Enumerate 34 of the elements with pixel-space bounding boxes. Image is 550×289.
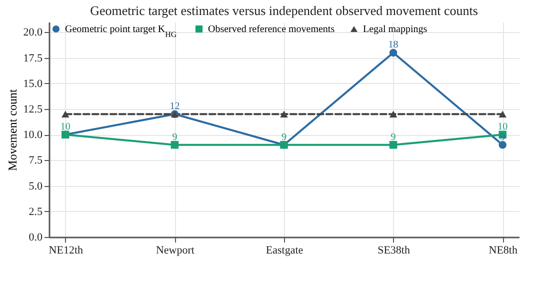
data-label: 10	[498, 122, 508, 133]
y-tick-label: 20.0	[23, 26, 43, 39]
y-tick-label: 7.5	[28, 154, 43, 167]
y-tick-label: 12.5	[23, 104, 43, 116]
x-tick-label: SE38th	[378, 244, 410, 256]
point	[389, 48, 398, 57]
y-tick-label: 0.0	[28, 232, 43, 244]
data-label: 12	[170, 101, 180, 112]
x-tick-label: NE12th	[48, 244, 84, 256]
point	[389, 140, 398, 149]
x-tick-label: NE8th	[488, 244, 518, 256]
legend-label: Geometric point target K$_{HG}$	[65, 24, 177, 38]
legend-label: Legal mappings	[363, 24, 428, 35]
y-tick-label: 2.5	[28, 206, 43, 218]
point	[498, 110, 506, 118]
y-tick-label: 5.0	[28, 180, 43, 192]
point	[498, 140, 506, 149]
y-tick-label: 10.0	[23, 129, 43, 142]
point	[62, 110, 70, 118]
x-tick-label: Eastgate	[266, 244, 304, 256]
data-label: 10	[60, 122, 70, 133]
x-tick-label: Newport	[156, 244, 194, 256]
data-label: 18	[388, 40, 398, 51]
point	[389, 110, 398, 118]
data-label: 9	[172, 132, 178, 143]
y-tick-label: 17.5	[23, 52, 43, 64]
point	[170, 140, 179, 149]
data-label: 9	[390, 132, 396, 143]
legend-label: Observed reference movements	[208, 24, 335, 35]
y-tick-label: 15.0	[23, 78, 43, 90]
y-axis-title: Movement count	[5, 88, 20, 171]
point	[280, 110, 288, 118]
data-label: 9	[282, 132, 286, 143]
chart-title: Geometric target estimates versus independent observed movement counts	[90, 3, 478, 18]
